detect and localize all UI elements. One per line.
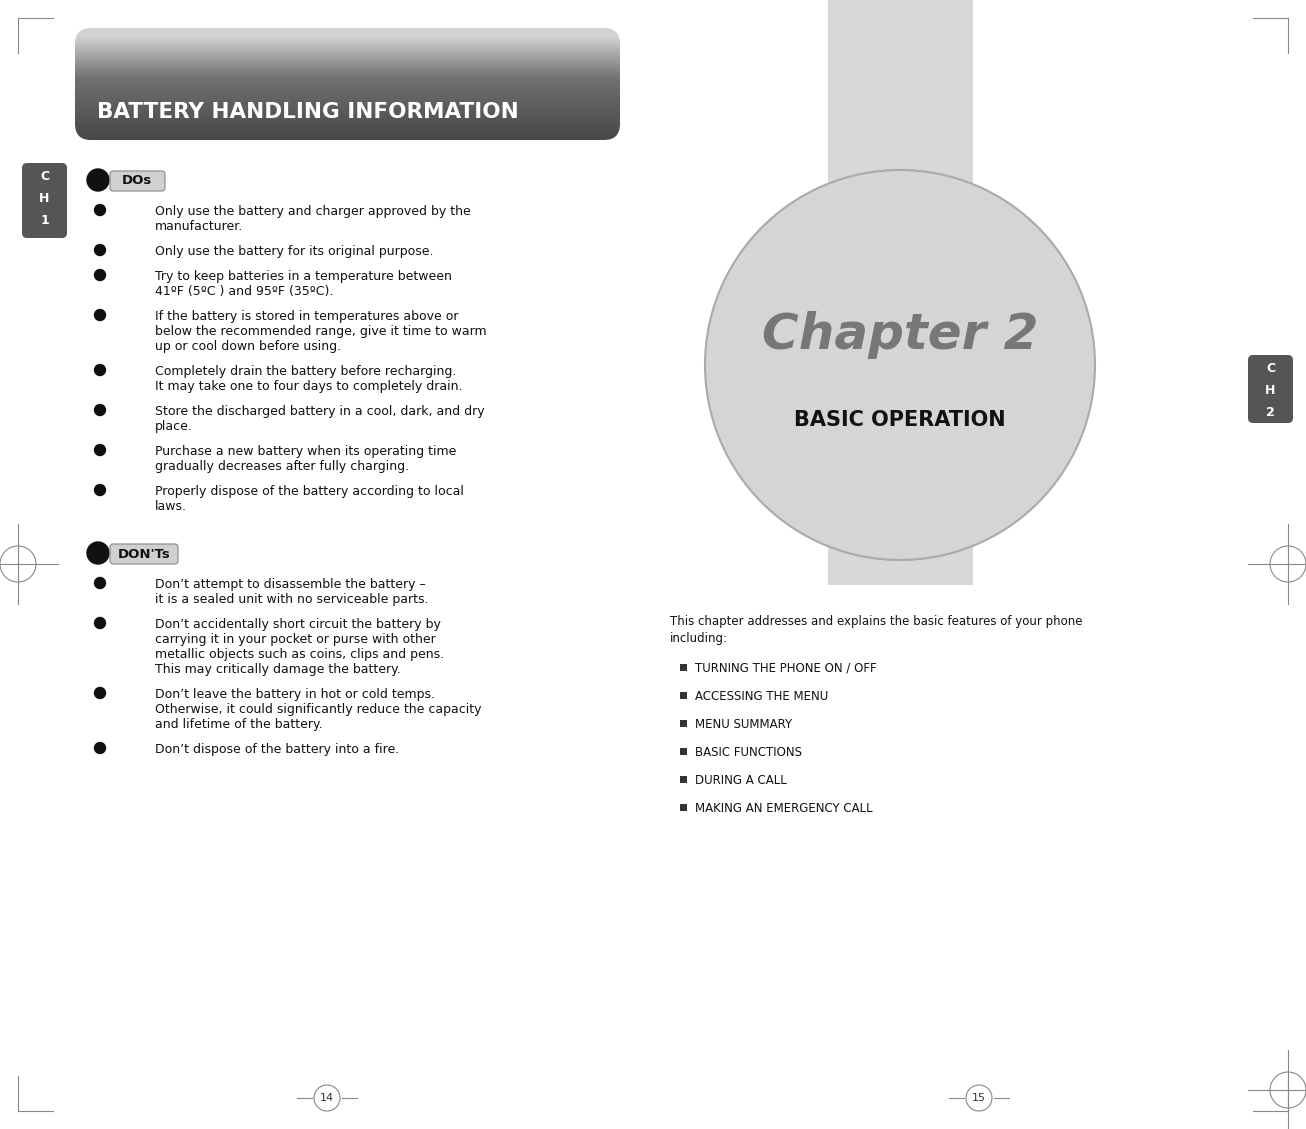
Text: Properly dispose of the battery according to local: Properly dispose of the battery accordin…: [155, 485, 464, 498]
Text: BASIC FUNCTIONS: BASIC FUNCTIONS: [695, 745, 802, 759]
Circle shape: [94, 688, 106, 699]
Circle shape: [94, 484, 106, 496]
FancyBboxPatch shape: [110, 544, 178, 564]
Circle shape: [94, 445, 106, 455]
Text: Don’t accidentally short circuit the battery by: Don’t accidentally short circuit the bat…: [155, 618, 441, 631]
Text: Purchase a new battery when its operating time: Purchase a new battery when its operatin…: [155, 445, 456, 458]
Text: 2: 2: [1266, 406, 1275, 420]
Bar: [680, 664, 687, 671]
Text: Chapter 2: Chapter 2: [761, 310, 1038, 359]
Bar: [680, 804, 687, 811]
Text: 14: 14: [320, 1093, 334, 1103]
FancyBboxPatch shape: [110, 170, 165, 191]
Circle shape: [94, 578, 106, 588]
Text: DON'Ts: DON'Ts: [118, 548, 170, 560]
FancyBboxPatch shape: [1249, 355, 1293, 423]
Bar: [680, 719, 687, 726]
Text: laws.: laws.: [155, 500, 187, 513]
Text: Don’t dispose of the battery into a fire.: Don’t dispose of the battery into a fire…: [155, 743, 400, 756]
Text: Only use the battery and charger approved by the: Only use the battery and charger approve…: [155, 205, 470, 218]
Circle shape: [94, 245, 106, 255]
Text: It may take one to four days to completely drain.: It may take one to four days to complete…: [155, 380, 462, 393]
Text: Only use the battery for its original purpose.: Only use the battery for its original pu…: [155, 245, 434, 259]
Text: metallic objects such as coins, clips and pens.: metallic objects such as coins, clips an…: [155, 648, 444, 660]
Text: place.: place.: [155, 420, 193, 434]
Circle shape: [966, 1085, 993, 1111]
Text: it is a sealed unit with no serviceable parts.: it is a sealed unit with no serviceable …: [155, 593, 428, 606]
Text: ACCESSING THE MENU: ACCESSING THE MENU: [695, 690, 828, 702]
Text: gradually decreases after fully charging.: gradually decreases after fully charging…: [155, 460, 409, 473]
Text: and lifetime of the battery.: and lifetime of the battery.: [155, 718, 323, 730]
Circle shape: [88, 542, 108, 564]
Text: Otherwise, it could significantly reduce the capacity: Otherwise, it could significantly reduce…: [155, 703, 482, 716]
Text: up or cool down before using.: up or cool down before using.: [155, 340, 341, 353]
Circle shape: [313, 1085, 340, 1111]
Circle shape: [88, 169, 108, 191]
Circle shape: [705, 170, 1094, 560]
Text: BASIC OPERATION: BASIC OPERATION: [794, 410, 1006, 430]
Bar: [680, 776, 687, 782]
Text: This may critically damage the battery.: This may critically damage the battery.: [155, 663, 401, 676]
Text: 41ºF (5ºC ) and 95ºF (35ºC).: 41ºF (5ºC ) and 95ºF (35ºC).: [155, 285, 333, 298]
Bar: [680, 747, 687, 754]
Bar: [680, 691, 687, 699]
Circle shape: [94, 743, 106, 753]
Text: MENU SUMMARY: MENU SUMMARY: [695, 718, 793, 730]
Circle shape: [94, 270, 106, 280]
Text: Don’t attempt to disassemble the battery –: Don’t attempt to disassemble the battery…: [155, 578, 426, 590]
Text: manufacturer.: manufacturer.: [155, 220, 243, 233]
Circle shape: [94, 618, 106, 629]
Circle shape: [94, 309, 106, 321]
Text: Completely drain the battery before recharging.: Completely drain the battery before rech…: [155, 365, 456, 378]
Text: DURING A CALL: DURING A CALL: [695, 773, 786, 787]
Text: carrying it in your pocket or purse with other: carrying it in your pocket or purse with…: [155, 633, 436, 646]
Text: DOs: DOs: [121, 175, 151, 187]
Text: Try to keep batteries in a temperature between: Try to keep batteries in a temperature b…: [155, 270, 452, 283]
Text: C: C: [1266, 362, 1275, 376]
Text: BATTERY HANDLING INFORMATION: BATTERY HANDLING INFORMATION: [97, 102, 518, 122]
Circle shape: [94, 365, 106, 376]
Circle shape: [94, 204, 106, 216]
Text: H: H: [39, 193, 50, 205]
Circle shape: [94, 404, 106, 415]
Text: 15: 15: [972, 1093, 986, 1103]
Text: H: H: [1266, 385, 1276, 397]
Bar: [828, 0, 973, 585]
Text: This chapter addresses and explains the basic features of your phone
including:: This chapter addresses and explains the …: [670, 615, 1083, 645]
Text: below the recommended range, give it time to warm: below the recommended range, give it tim…: [155, 325, 487, 338]
Text: 1: 1: [40, 215, 48, 228]
Text: If the battery is stored in temperatures above or: If the battery is stored in temperatures…: [155, 310, 458, 323]
Text: C: C: [40, 170, 50, 184]
Text: MAKING AN EMERGENCY CALL: MAKING AN EMERGENCY CALL: [695, 802, 872, 814]
FancyBboxPatch shape: [22, 163, 67, 238]
Text: Don’t leave the battery in hot or cold temps.: Don’t leave the battery in hot or cold t…: [155, 688, 435, 701]
Text: TURNING THE PHONE ON / OFF: TURNING THE PHONE ON / OFF: [695, 662, 876, 674]
Text: Store the discharged battery in a cool, dark, and dry: Store the discharged battery in a cool, …: [155, 405, 485, 418]
